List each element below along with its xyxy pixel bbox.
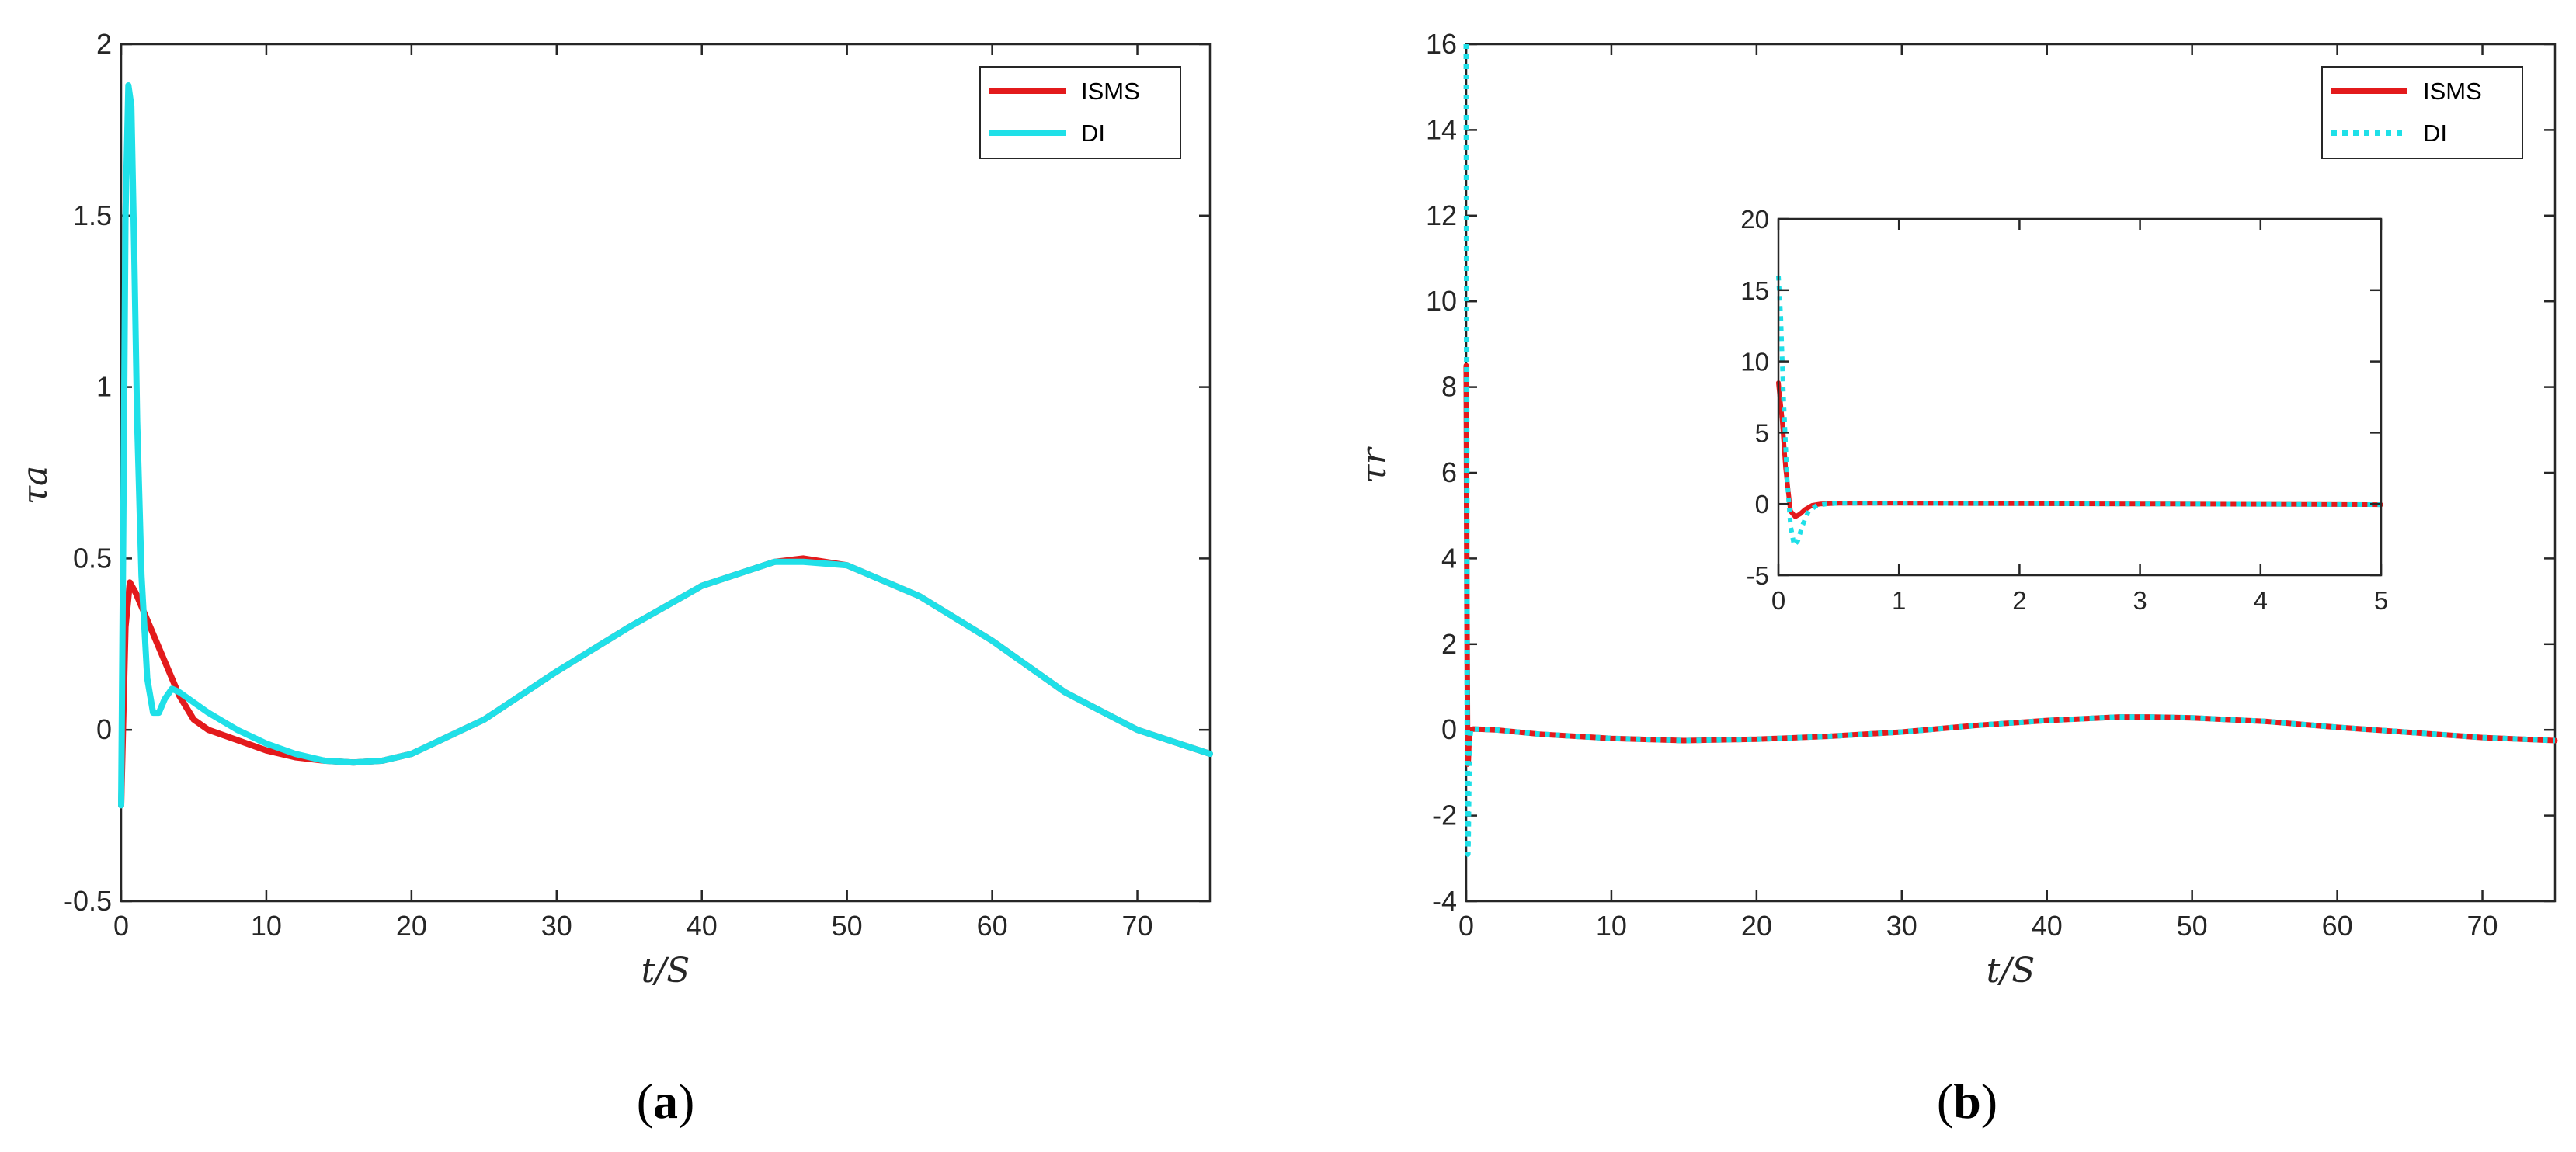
panel-b-ylabel-text: τr bbox=[1354, 446, 1394, 483]
inset-ytick-label: 5 bbox=[1755, 418, 1769, 447]
panel-b-label-letter: b bbox=[1953, 1074, 1981, 1129]
panel-a-label-open: ( bbox=[637, 1074, 653, 1129]
panel-b-xtick-label: 70 bbox=[2467, 910, 2498, 942]
inset-xtick-label: 4 bbox=[2254, 586, 2268, 615]
panel-a: 0 10 20 30 40 50 60 70-0.500.511.52 ISMS DI τa … bbox=[16, 28, 1213, 1129]
inset-ytick-label: 15 bbox=[1740, 276, 1769, 305]
inset-xtick-label: 2 bbox=[2012, 586, 2026, 615]
panel-b-label-close: ) bbox=[1981, 1074, 1997, 1129]
inset-xtick-label: 0 bbox=[1771, 586, 1785, 615]
panel-b-legend-isms-label: ISMS bbox=[2423, 78, 2482, 105]
panel-b-inset-background bbox=[1778, 219, 2381, 575]
panel-b-ytick-label: -2 bbox=[1432, 800, 1457, 831]
panel-a-xtick-label: 50 bbox=[832, 910, 863, 942]
panel-a-ytick-label: -0.5 bbox=[64, 885, 112, 917]
panel-b-label-open: ( bbox=[1937, 1074, 1953, 1129]
panel-b-legend-di-label: DI bbox=[2423, 120, 2447, 147]
panel-a-ytick-label: 1 bbox=[96, 371, 112, 403]
inset-series-isms-line bbox=[1776, 380, 2383, 519]
panel-a-ylabel: τa bbox=[16, 466, 55, 505]
panel-b-ytick-label: -4 bbox=[1432, 885, 1457, 917]
panel-a-series bbox=[118, 82, 1213, 809]
inset-xtick-label: 3 bbox=[2133, 586, 2147, 615]
panel-a-xtick-label: 20 bbox=[396, 910, 427, 942]
panel-a-legend-box bbox=[979, 66, 1181, 159]
panel-a-label-letter: a bbox=[653, 1074, 678, 1129]
panel-b-series bbox=[1463, 43, 2558, 857]
panel-b-xtick-label: 30 bbox=[1886, 910, 1917, 942]
panel-b-ytick-label: 14 bbox=[1426, 113, 1457, 145]
panel-b-xlabel: t/S bbox=[1987, 951, 2035, 991]
panel-a-xtick-label: 0 bbox=[113, 910, 129, 942]
panel-b-xtick-label: 10 bbox=[1596, 910, 1627, 942]
panel-a-ytick-label: 1.5 bbox=[73, 200, 112, 231]
inset-xtick-label: 1 bbox=[1892, 586, 1906, 615]
panel-a-ytick-label: 2 bbox=[96, 28, 112, 60]
inset-ytick-label: 10 bbox=[1740, 348, 1769, 376]
inset-ytick-label: 20 bbox=[1740, 205, 1769, 234]
panel-b-ytick-label: 16 bbox=[1426, 28, 1457, 60]
panel-a-legend-isms-label: ISMS bbox=[1081, 78, 1140, 105]
panel-b-ytick-label: 6 bbox=[1441, 456, 1457, 488]
inset-xtick-label: 5 bbox=[2374, 586, 2388, 615]
panel-a-ytick-label: 0.5 bbox=[73, 542, 112, 574]
panel-b-legend-box bbox=[2321, 66, 2523, 159]
panel-b-ytick-label: 0 bbox=[1441, 713, 1457, 745]
panel-b-xtick-label: 40 bbox=[2032, 910, 2063, 942]
panel-b-inset-frame bbox=[1777, 217, 2383, 577]
panel-a-legend-di-label: DI bbox=[1081, 120, 1105, 147]
panel-b-ylabel: τr bbox=[1354, 446, 1394, 483]
panel-a-series-di-line bbox=[118, 82, 1213, 809]
panel-a-xtick-label: 30 bbox=[541, 910, 572, 942]
panel-b-legend: ISMS DI bbox=[2321, 66, 2523, 159]
panel-a-xtick-label: 60 bbox=[977, 910, 1008, 942]
panel-a-xtick-label: 10 bbox=[251, 910, 282, 942]
panel-a-xtick-label: 40 bbox=[687, 910, 718, 942]
panel-a-xtick-label: 70 bbox=[1122, 910, 1153, 942]
inset-ytick-label: -5 bbox=[1747, 561, 1769, 590]
panel-a-legend: ISMS DI bbox=[979, 66, 1181, 159]
panel-a-label-close: ) bbox=[678, 1074, 694, 1129]
panel-b-xtick-label: 0 bbox=[1458, 910, 1474, 942]
panel-b-xtick-label: 60 bbox=[2322, 910, 2353, 942]
panel-a-axes-frame bbox=[120, 43, 1212, 903]
panel-b-inset-series bbox=[1776, 276, 2383, 548]
panel-a-label: (a) bbox=[637, 1074, 695, 1129]
panel-b-xtick-label: 20 bbox=[1741, 910, 1772, 942]
panel-a-xlabel: t/S bbox=[641, 951, 690, 991]
panel-b-xtick-label: 50 bbox=[2177, 910, 2208, 942]
panel-b-ytick-label: 2 bbox=[1441, 628, 1457, 660]
panel-a-ytick-label: 0 bbox=[96, 713, 112, 745]
panel-b-label: (b) bbox=[1937, 1074, 1997, 1129]
panel-b-ytick-label: 4 bbox=[1441, 542, 1457, 574]
panel-a-ylabel-text: τa bbox=[16, 466, 55, 505]
panel-b-ytick-label: 10 bbox=[1426, 285, 1457, 317]
inset-ytick-label: 0 bbox=[1755, 490, 1769, 519]
panel-b-ytick-label: 8 bbox=[1441, 371, 1457, 403]
panel-a-ticks: 0 10 20 30 40 50 60 70-0.500.511.52 bbox=[64, 28, 1210, 942]
panel-b-ytick-label: 12 bbox=[1426, 200, 1457, 231]
